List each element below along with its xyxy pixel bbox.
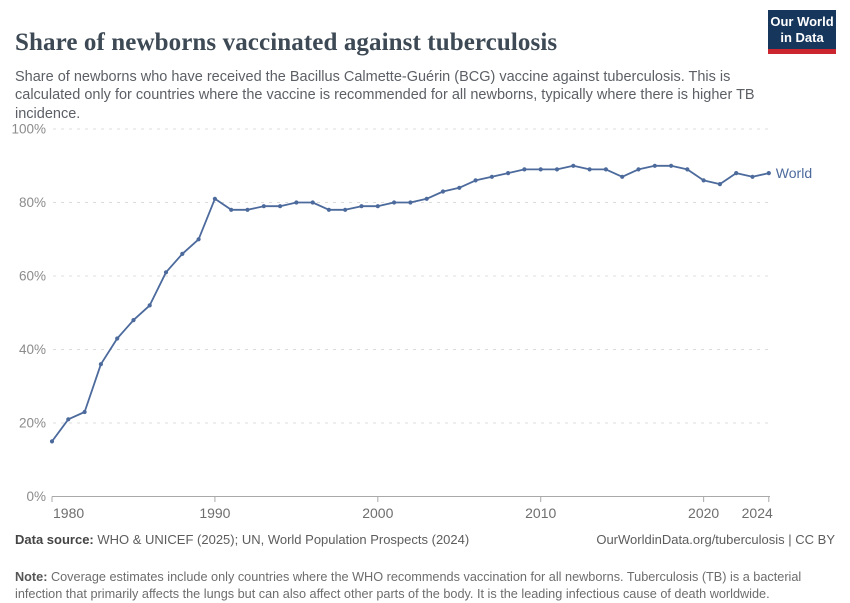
x-tick-label: 2010 bbox=[525, 505, 556, 521]
page-title: Share of newborns vaccinated against tub… bbox=[15, 28, 558, 56]
data-point bbox=[473, 178, 478, 183]
data-point bbox=[131, 318, 136, 323]
data-point bbox=[669, 163, 674, 168]
data-source-value: WHO & UNICEF (2025); UN, World Populatio… bbox=[93, 532, 470, 547]
y-tick-label: 0% bbox=[26, 489, 46, 504]
data-point bbox=[66, 417, 71, 422]
data-point bbox=[734, 171, 739, 176]
data-point bbox=[278, 204, 283, 209]
x-tick-label: 1980 bbox=[53, 505, 84, 521]
data-point bbox=[554, 167, 560, 172]
data-point bbox=[538, 167, 543, 172]
data-point bbox=[196, 237, 201, 242]
trend-line bbox=[51, 164, 770, 443]
data-point bbox=[163, 270, 169, 275]
note-label: Note: bbox=[15, 569, 48, 584]
data-point bbox=[326, 207, 331, 212]
data-point bbox=[180, 251, 185, 256]
y-tick-label: 80% bbox=[19, 195, 46, 210]
y-tick-label: 100% bbox=[11, 122, 46, 137]
data-point bbox=[522, 167, 527, 172]
data-point bbox=[245, 207, 250, 212]
data-point bbox=[294, 200, 299, 205]
x-tick-label: 1990 bbox=[199, 505, 230, 521]
footer-note: Note: Coverage estimates include only co… bbox=[15, 569, 829, 603]
owid-logo-line1: Our World bbox=[770, 14, 834, 29]
data-point bbox=[359, 204, 364, 209]
data-point bbox=[750, 174, 755, 179]
data-point bbox=[506, 171, 511, 176]
x-tick-label: 2000 bbox=[362, 505, 393, 521]
series-label: World bbox=[776, 165, 812, 181]
y-tick-label: 20% bbox=[19, 416, 46, 431]
data-point bbox=[229, 207, 234, 212]
data-source-text: Data source: WHO & UNICEF (2025); UN, Wo… bbox=[15, 532, 469, 547]
data-point bbox=[571, 163, 576, 168]
data-point bbox=[392, 200, 397, 205]
y-tick-label: 60% bbox=[19, 269, 46, 284]
data-point bbox=[343, 207, 348, 212]
data-point bbox=[717, 182, 723, 187]
data-point bbox=[375, 204, 380, 209]
owid-logo: Our World in Data bbox=[768, 10, 836, 54]
data-point bbox=[636, 167, 641, 172]
owid-logo-line2: in Data bbox=[780, 30, 824, 45]
data-point bbox=[82, 409, 87, 415]
data-point bbox=[261, 204, 266, 209]
data-point bbox=[489, 174, 494, 179]
data-point bbox=[49, 439, 55, 444]
license-link[interactable]: OurWorldinData.org/tuberculosis | CC BY bbox=[596, 532, 835, 547]
data-point bbox=[408, 200, 413, 205]
data-point bbox=[652, 163, 657, 168]
y-tick-label: 40% bbox=[19, 342, 46, 357]
data-point bbox=[587, 167, 592, 172]
data-point bbox=[620, 174, 625, 179]
data-point bbox=[115, 336, 120, 341]
x-tick-label: 2024 bbox=[742, 505, 773, 521]
note-text: Coverage estimates include only countrie… bbox=[15, 569, 802, 601]
data-point bbox=[685, 167, 690, 172]
chart-subtitle: Share of newborns who have received the … bbox=[15, 68, 755, 123]
data-point bbox=[701, 178, 706, 183]
data-point bbox=[98, 362, 103, 367]
data-point bbox=[457, 185, 462, 190]
x-tick-label: 2020 bbox=[688, 505, 719, 521]
data-point bbox=[147, 303, 152, 308]
data-point bbox=[603, 167, 609, 172]
data-point bbox=[212, 196, 217, 201]
footer-source-row: Data source: WHO & UNICEF (2025); UN, Wo… bbox=[15, 532, 835, 547]
data-point bbox=[310, 200, 315, 205]
data-point bbox=[440, 189, 446, 194]
data-point bbox=[766, 171, 771, 176]
data-point bbox=[424, 196, 429, 201]
data-source-label: Data source: bbox=[15, 532, 94, 547]
